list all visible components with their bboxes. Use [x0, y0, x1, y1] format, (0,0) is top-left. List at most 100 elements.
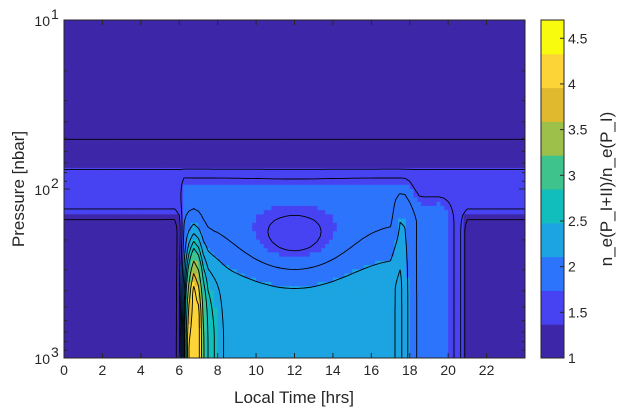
field-cell	[90, 256, 96, 262]
field-cell	[213, 176, 219, 182]
field-cell	[279, 222, 284, 228]
field-cell	[87, 281, 92, 287]
field-cell	[171, 239, 177, 245]
field-cell	[202, 146, 207, 152]
field-cell	[198, 74, 203, 80]
field-cell	[298, 319, 303, 325]
field-cell	[225, 235, 230, 241]
field-cell	[198, 79, 203, 84]
field-cell	[121, 307, 127, 313]
field-cell	[275, 210, 280, 215]
field-cell	[298, 129, 303, 135]
field-cell	[282, 32, 288, 38]
field-cell	[113, 345, 119, 351]
field-cell	[175, 96, 180, 101]
field-cell	[213, 235, 219, 241]
field-cell	[110, 167, 115, 173]
field-cell	[129, 214, 134, 220]
field-cell	[240, 184, 246, 190]
field-cell	[290, 281, 296, 287]
field-cell	[248, 214, 253, 220]
field-cell	[156, 303, 161, 308]
field-cell	[206, 129, 211, 135]
field-cell	[121, 319, 127, 325]
field-cell	[64, 100, 69, 106]
field-cell	[167, 260, 173, 266]
field-cell	[236, 66, 242, 72]
field-cell	[256, 222, 261, 228]
field-cell	[113, 324, 119, 330]
field-cell	[79, 163, 84, 169]
field-cell	[256, 286, 261, 292]
field-cell	[71, 252, 77, 258]
field-cell	[64, 28, 69, 34]
field-cell	[140, 172, 146, 177]
field-cell	[213, 273, 219, 279]
field-cell	[282, 248, 288, 253]
field-cell	[156, 319, 161, 325]
field-cell	[75, 176, 80, 182]
field-cell	[163, 41, 169, 46]
field-cell	[194, 176, 200, 182]
field-cell	[71, 307, 77, 313]
field-cell	[206, 235, 211, 241]
field-cell	[102, 138, 107, 144]
field-cell	[252, 252, 257, 258]
field-cell	[167, 66, 173, 72]
field-cell	[152, 298, 157, 304]
field-cell	[133, 189, 138, 194]
field-cell	[286, 180, 292, 186]
field-cell	[171, 307, 177, 313]
field-cell	[252, 104, 257, 110]
field-cell	[294, 189, 299, 194]
field-cell	[175, 87, 180, 93]
field-cell	[98, 62, 104, 68]
field-cell	[83, 269, 88, 275]
field-cell	[87, 28, 92, 34]
field-cell	[140, 214, 146, 220]
field-cell	[267, 146, 273, 152]
field-cell	[233, 83, 238, 89]
field-cell	[267, 100, 273, 106]
field-cell	[160, 184, 165, 190]
field-cell	[263, 49, 269, 55]
field-cell	[83, 197, 88, 203]
field-cell	[121, 210, 127, 215]
field-cell	[248, 218, 253, 224]
field-cell	[302, 112, 307, 118]
field-cell	[71, 290, 77, 296]
field-cell	[179, 83, 184, 89]
field-cell	[286, 184, 292, 190]
field-cell	[275, 79, 280, 84]
field-cell	[282, 49, 288, 55]
field-cell	[298, 142, 303, 148]
field-cell	[79, 235, 84, 241]
field-cell	[133, 265, 138, 270]
field-cell	[152, 243, 157, 249]
field-cell	[102, 83, 107, 89]
field-cell	[167, 294, 173, 300]
field-cell	[282, 265, 288, 270]
field-cell	[271, 104, 276, 110]
field-cell	[94, 193, 100, 199]
field-cell	[298, 49, 303, 55]
field-cell	[71, 176, 77, 182]
field-cell	[282, 277, 288, 283]
field-cell	[186, 218, 192, 224]
field-cell	[148, 20, 153, 25]
field-cell	[175, 159, 180, 165]
field-cell	[236, 324, 242, 330]
field-cell	[160, 108, 165, 114]
field-cell	[64, 260, 69, 266]
field-cell	[140, 41, 146, 46]
field-cell	[110, 32, 115, 38]
field-cell	[209, 197, 215, 203]
field-cell	[225, 341, 230, 346]
field-cell	[179, 281, 184, 287]
field-cell	[236, 155, 242, 161]
field-cell	[125, 24, 130, 30]
field-cell	[167, 235, 173, 241]
field-cell	[256, 265, 261, 270]
field-cell	[140, 328, 146, 334]
field-cell	[244, 218, 249, 224]
